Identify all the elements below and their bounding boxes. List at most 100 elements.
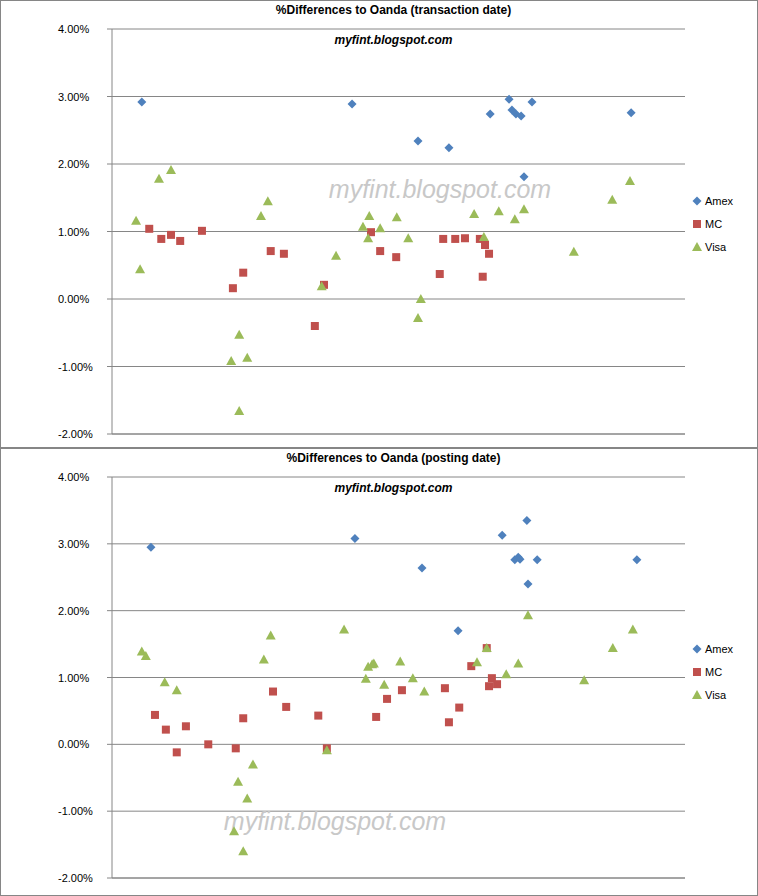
point xyxy=(282,703,290,711)
point xyxy=(375,223,385,232)
tick-mark xyxy=(107,29,112,30)
point xyxy=(625,176,635,185)
tick-mark xyxy=(107,164,112,165)
legend-marker xyxy=(693,220,701,228)
point xyxy=(569,247,579,256)
point xyxy=(259,654,269,663)
point xyxy=(242,353,252,362)
y-axis xyxy=(112,29,113,434)
point xyxy=(528,97,537,106)
point xyxy=(451,235,459,243)
point xyxy=(166,165,176,174)
plot-points xyxy=(131,95,636,415)
point xyxy=(628,624,638,633)
chart-subtitle: myfint.blogspot.com xyxy=(335,481,453,495)
tick-label: 4.00% xyxy=(58,23,89,35)
tick-mark xyxy=(107,96,112,97)
tick-mark xyxy=(107,610,112,611)
tick-mark xyxy=(107,677,112,678)
point xyxy=(498,531,507,540)
point xyxy=(239,714,247,722)
tick-mark xyxy=(107,477,112,478)
point xyxy=(482,643,492,652)
point xyxy=(501,669,511,678)
tick-mark xyxy=(107,878,112,879)
point xyxy=(154,174,164,183)
point xyxy=(226,356,236,365)
point xyxy=(403,233,413,242)
point xyxy=(233,777,243,786)
point xyxy=(469,209,479,218)
point xyxy=(135,264,145,273)
point xyxy=(517,112,526,121)
grid-line xyxy=(112,299,685,300)
point xyxy=(510,214,520,223)
tick-label: -2.00% xyxy=(58,872,93,884)
legend-marker xyxy=(692,690,702,699)
point xyxy=(579,675,589,684)
point xyxy=(239,269,247,277)
point xyxy=(523,579,532,588)
y-axis xyxy=(112,477,113,878)
point xyxy=(376,247,384,255)
point xyxy=(339,624,349,633)
point xyxy=(392,212,402,221)
point xyxy=(408,673,418,682)
point xyxy=(176,237,184,245)
legend-marker xyxy=(693,668,701,676)
grid-line xyxy=(112,543,685,544)
tick-label: 2.00% xyxy=(58,158,89,170)
tick-mark xyxy=(107,434,112,435)
point xyxy=(131,216,141,225)
point xyxy=(160,677,170,686)
point xyxy=(314,712,322,720)
tick-mark xyxy=(107,366,112,367)
point xyxy=(248,759,258,768)
point xyxy=(331,251,341,260)
point xyxy=(348,99,357,108)
panel-border xyxy=(1,449,758,896)
point xyxy=(627,108,636,117)
grid-line xyxy=(112,164,685,165)
point xyxy=(444,143,453,152)
point xyxy=(441,684,449,692)
point xyxy=(263,196,273,205)
point xyxy=(167,231,175,239)
point xyxy=(234,406,244,415)
grid-line xyxy=(112,610,685,611)
point xyxy=(419,687,429,696)
point xyxy=(157,235,165,243)
point xyxy=(232,744,240,752)
chart-title: %Differences to Oanda (posting date) xyxy=(286,451,500,465)
point xyxy=(513,658,523,667)
point xyxy=(162,726,170,734)
point xyxy=(172,685,182,694)
point xyxy=(522,516,531,525)
point xyxy=(472,657,482,666)
point xyxy=(204,740,212,748)
legend-label: Visa xyxy=(705,241,727,253)
tick-label: 4.00% xyxy=(58,471,89,483)
plot-points xyxy=(137,516,642,855)
point xyxy=(145,225,153,233)
point xyxy=(479,232,489,241)
legend-label: Amex xyxy=(705,195,734,207)
point xyxy=(481,241,489,249)
x-axis xyxy=(112,434,685,435)
tick-mark xyxy=(107,231,112,232)
grid-line xyxy=(112,366,685,367)
tick-label: 1.00% xyxy=(58,672,89,684)
grid-line xyxy=(112,744,685,745)
point xyxy=(238,846,248,855)
point xyxy=(267,247,275,255)
grid-line xyxy=(112,477,685,478)
tick-label: 0.00% xyxy=(58,293,89,305)
tick-label: -1.00% xyxy=(58,805,93,817)
legend-label: MC xyxy=(705,666,722,678)
grid-line xyxy=(112,434,685,435)
point xyxy=(533,555,542,564)
tick-label: 3.00% xyxy=(58,538,89,550)
tick-label: 2.00% xyxy=(58,605,89,617)
chart-panel: -2.00%-1.00%0.00%1.00%2.00%3.00%4.00%%Di… xyxy=(1,449,758,896)
point xyxy=(455,704,463,712)
